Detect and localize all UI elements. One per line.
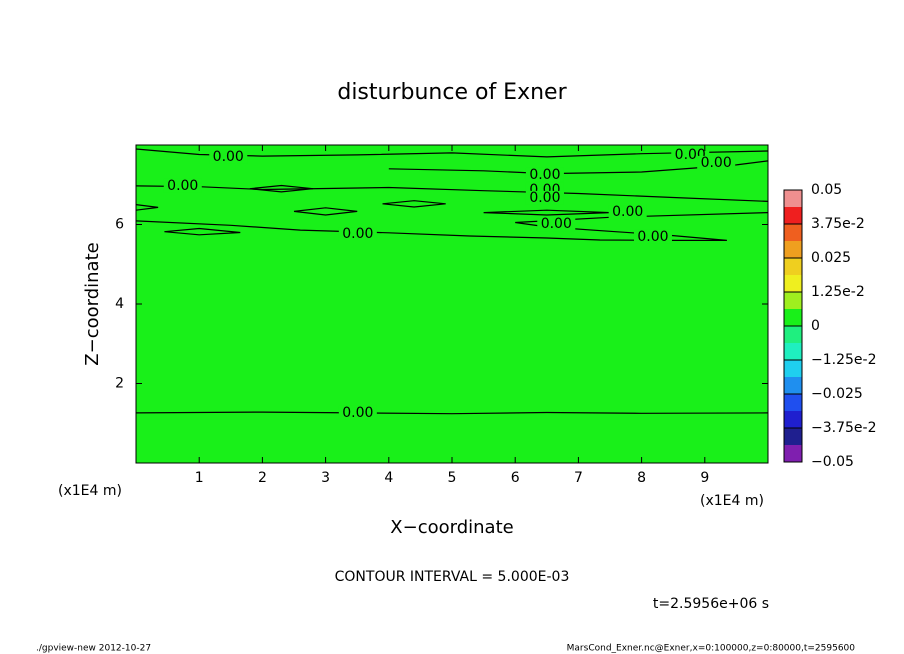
y-tick-label: 2 <box>115 376 124 392</box>
colorbar-band <box>784 224 802 241</box>
y-tick-label: 4 <box>115 296 124 312</box>
contour-label-bg <box>608 205 647 220</box>
contour-label-bg <box>525 167 564 182</box>
contour-label-bg <box>633 229 672 244</box>
contour-line <box>135 185 769 202</box>
contour-line <box>382 200 446 208</box>
colorbar-band <box>784 292 802 309</box>
contour-line <box>249 184 314 193</box>
contour-label-bg <box>338 227 377 242</box>
x-axis-label: X−coordinate <box>390 517 513 538</box>
x-unit: (x1E4 m) <box>58 483 122 499</box>
colorbar-label: −0.05 <box>811 454 854 470</box>
contour-label: 0.00 <box>541 216 572 232</box>
colorbar-band <box>784 445 802 462</box>
contour-line <box>135 411 769 415</box>
contour-label: 0.00 <box>342 405 373 421</box>
y-axis-label: Z−coordinate <box>82 242 103 365</box>
colorbar-label: −0.025 <box>811 386 863 402</box>
chart-title: disturbunce of Exner <box>337 80 567 105</box>
colorbar-band <box>784 394 802 411</box>
colorbar-band <box>784 428 802 445</box>
contour-label: 0.00 <box>167 178 198 194</box>
colorbar-label: 1.25e-2 <box>811 284 865 300</box>
colorbar-band <box>784 377 802 394</box>
contour-label: 0.00 <box>529 190 560 206</box>
colorbar-label: 0.05 <box>811 182 842 198</box>
contour-line <box>135 204 159 211</box>
contour-label: 0.00 <box>637 229 668 245</box>
contour-label-bg <box>525 190 564 205</box>
contour-label-bg <box>697 155 736 170</box>
time-label: t=2.5956e+06 s <box>653 596 769 612</box>
colorbar-band <box>784 360 802 377</box>
contour-label: 0.00 <box>612 204 643 220</box>
colorbar-label: 3.75e-2 <box>811 216 865 232</box>
colorbar-band <box>784 190 802 207</box>
contour-interval: CONTOUR INTERVAL = 5.000E-03 <box>335 569 570 585</box>
contour-label: 0.00 <box>701 155 732 171</box>
contour-label-bg <box>209 149 248 164</box>
colorbar-band <box>784 275 802 292</box>
colorbar-band <box>784 241 802 258</box>
x-tick-label: 1 <box>195 470 204 486</box>
contour-label: 0.00 <box>342 226 373 242</box>
y-tick-label: 6 <box>115 217 124 233</box>
contour-label-bg <box>338 405 377 420</box>
contour-label-bg <box>163 178 202 193</box>
footer: ./gpview-new 2012-10-27 <box>36 644 151 654</box>
x-tick-label: 2 <box>258 470 267 486</box>
colorbar-band <box>784 309 802 326</box>
contour-line <box>293 207 358 216</box>
x-tick-label: 7 <box>574 470 583 486</box>
x-tick-label: 9 <box>700 470 709 486</box>
contour-line <box>135 212 769 241</box>
contour-label-bg <box>537 217 576 232</box>
colorbar-band <box>784 207 802 224</box>
x-tick-label: 5 <box>448 470 457 486</box>
footer: MarsCond_Exner.nc@Exner,x=0:100000,z=0:8… <box>567 644 856 654</box>
colorbar-label: 0 <box>811 318 820 334</box>
colorbar-band <box>784 411 802 428</box>
colorbar-label: −3.75e-2 <box>811 420 876 436</box>
field <box>136 145 768 463</box>
colorbar-label: −1.25e-2 <box>811 352 876 368</box>
x-tick-label: 6 <box>511 470 520 486</box>
colorbar-band <box>784 326 802 343</box>
contour-label: 0.00 <box>529 167 560 183</box>
colorbar-label: 0.025 <box>811 250 851 266</box>
contour-label: 0.00 <box>213 149 244 165</box>
x-tick-label: 8 <box>637 470 646 486</box>
x-unit: (x1E4 m) <box>700 493 764 509</box>
contour-line <box>164 227 241 236</box>
colorbar-band <box>784 343 802 360</box>
colorbar-band <box>784 258 802 275</box>
contour-line <box>388 160 769 175</box>
x-tick-label: 4 <box>384 470 393 486</box>
x-tick-label: 3 <box>321 470 330 486</box>
